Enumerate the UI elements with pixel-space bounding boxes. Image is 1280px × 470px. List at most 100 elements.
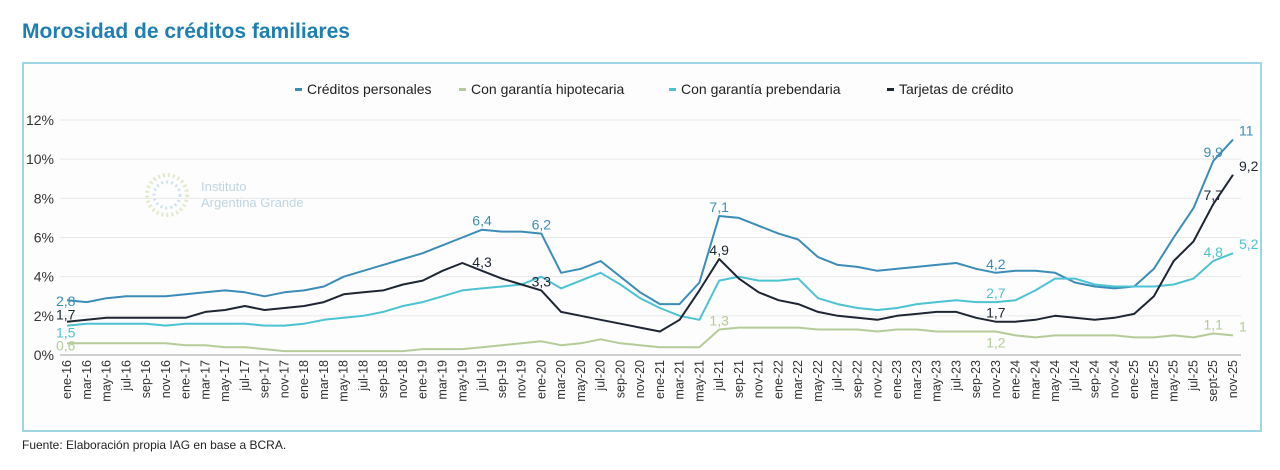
x-tick-label: nov-24 (1107, 360, 1121, 398)
x-tick-label: mar-24 (1028, 360, 1042, 400)
x-tick-label: mar-25 (1147, 360, 1161, 400)
data-label: 2,8 (56, 293, 76, 309)
x-tick-label: nov-16 (159, 360, 173, 398)
x-tick-label: jul-17 (238, 360, 252, 392)
x-tick-label: may-23 (930, 360, 944, 402)
data-label: 1,1 (1204, 316, 1224, 332)
y-tick-label: 0% (34, 347, 54, 363)
x-tick-label: may-25 (1167, 360, 1181, 402)
data-label: 2,7 (986, 285, 1006, 301)
y-tick-label: 2% (34, 308, 54, 324)
y-tick-label: 6% (34, 230, 54, 246)
x-tick-label: may-20 (574, 360, 588, 402)
y-tick-label: 4% (34, 269, 54, 285)
x-tick-label: ene-18 (297, 360, 311, 399)
data-label: 7,1 (709, 199, 729, 215)
data-label: 5,2 (1239, 236, 1259, 252)
data-label: 1,7 (56, 307, 76, 323)
data-label: 11 (1239, 123, 1254, 139)
x-tick-label: sep-18 (376, 360, 390, 398)
x-tick-label: nov-25 (1226, 360, 1240, 398)
x-tick-label: sep-23 (969, 360, 983, 398)
x-tick-label: nov-21 (752, 360, 766, 398)
data-label: 4,3 (472, 254, 492, 270)
data-label: 4,9 (709, 242, 729, 258)
data-label: 4,8 (1204, 244, 1224, 260)
source-note: Fuente: Elaboración propia IAG en base a… (22, 438, 287, 452)
x-tick-label: nov-20 (633, 360, 647, 398)
series-line (67, 326, 1234, 353)
x-tick-label: mar-22 (791, 360, 805, 400)
x-tick-label: may-19 (455, 360, 469, 402)
x-tick-label: ene-21 (653, 360, 667, 399)
x-tick-label: nov-22 (870, 360, 884, 398)
series-line (66, 174, 1234, 333)
x-tick-label: ene-16 (60, 360, 74, 399)
watermark-line1: Instituto (201, 179, 247, 194)
x-tick-label: ene-19 (416, 360, 430, 399)
x-tick-label: jul-20 (594, 360, 608, 392)
chart-frame (22, 62, 1262, 432)
x-tick-label: mar-17 (198, 360, 212, 400)
legend-swatch (459, 88, 466, 91)
x-tick-label: mar-23 (910, 360, 924, 400)
data-label: 1,7 (986, 305, 1006, 321)
x-tick-label: sep-24 (1088, 360, 1102, 398)
y-tick-label: 12% (26, 112, 54, 128)
data-label: 0,6 (56, 337, 76, 353)
x-tick-label: sep-21 (732, 360, 746, 398)
x-tick-label: may-22 (811, 360, 825, 402)
x-tick-label: sep-22 (851, 360, 865, 398)
x-tick-label: nov-19 (515, 360, 529, 398)
x-tick-label: jul-19 (475, 360, 489, 392)
x-tick-label: sep-19 (495, 360, 509, 398)
x-tick-label: nov-23 (989, 360, 1003, 398)
x-tick-label: may-21 (692, 360, 706, 402)
legend-swatch (669, 88, 676, 91)
y-tick-label: 10% (26, 151, 54, 167)
x-tick-label: may-16 (100, 360, 114, 402)
data-label: 1 (1239, 318, 1247, 334)
legend-entry: Tarjetas de crédito (899, 81, 1014, 97)
x-tick-label: may-17 (218, 360, 232, 402)
x-tick-label: ene-17 (179, 360, 193, 399)
x-tick-label: ene-24 (1009, 360, 1023, 399)
legend-entry: Créditos personales (307, 81, 432, 97)
x-tick-label: jul-25 (1186, 360, 1200, 392)
legend-swatch (887, 88, 894, 91)
legend-swatch (295, 88, 302, 91)
x-tick-label: jul-16 (119, 360, 133, 392)
x-tick-label: jul-22 (831, 360, 845, 392)
legend-entry: Con garantía prebendaria (681, 81, 841, 97)
data-label: 1,3 (709, 313, 729, 329)
x-tick-label: may-18 (337, 360, 351, 402)
y-tick-label: 8% (34, 190, 54, 206)
x-tick-label: mar-21 (673, 360, 687, 400)
series-line (66, 138, 1234, 306)
data-label: 1,2 (986, 335, 1006, 351)
page-title: Morosidad de créditos familiares (22, 20, 350, 43)
data-label: 7,7 (1204, 187, 1224, 203)
series-line (66, 252, 1234, 327)
data-label: 3,3 (532, 273, 552, 289)
x-tick-label: nov-17 (277, 360, 291, 398)
x-tick-label: jul-24 (1068, 360, 1082, 392)
data-label: 4,2 (986, 256, 1006, 272)
data-label: 9,2 (1239, 158, 1259, 174)
x-tick-label: sep-17 (258, 360, 272, 398)
x-tick-label: jul-18 (356, 360, 370, 392)
x-tick-label: sept-25 (1206, 360, 1220, 402)
x-tick-label: sep-16 (139, 360, 153, 398)
sun-logo-icon (145, 173, 189, 217)
x-tick-label: ene-23 (890, 360, 904, 399)
data-label: 9,9 (1204, 144, 1224, 160)
data-label: 6,2 (532, 217, 552, 233)
legend-entry: Con garantía hipotecaria (471, 81, 625, 97)
x-tick-label: mar-18 (317, 360, 331, 400)
x-tick-label: mar-20 (554, 360, 568, 400)
x-tick-label: mar-19 (435, 360, 449, 400)
x-tick-label: sep-20 (613, 360, 627, 398)
x-tick-label: ene-20 (534, 360, 548, 399)
x-tick-label: jul-23 (949, 360, 963, 392)
